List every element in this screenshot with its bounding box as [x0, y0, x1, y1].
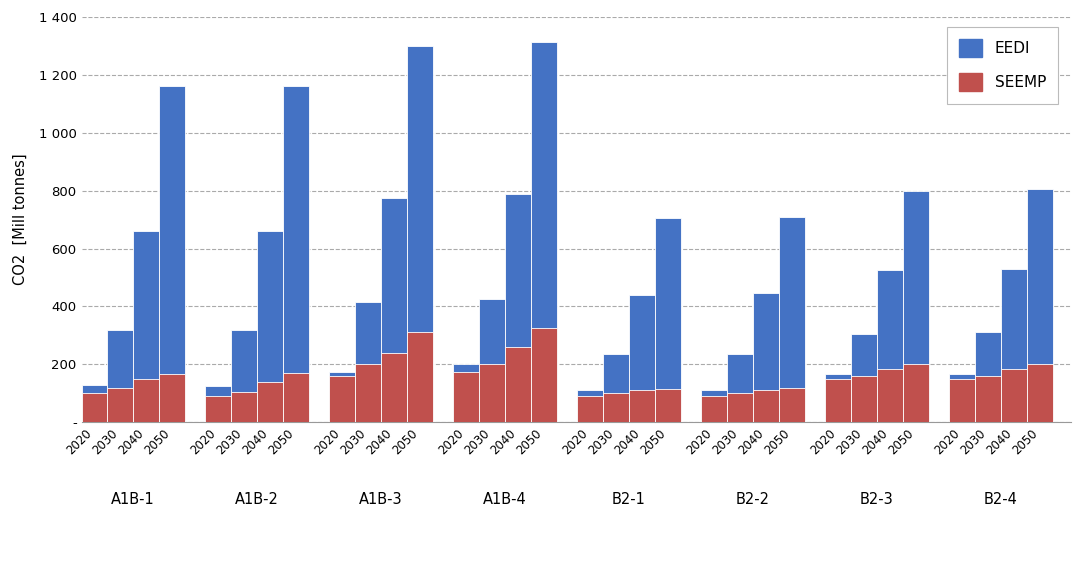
- Bar: [205, 386, 232, 422]
- Bar: [82, 385, 108, 422]
- Bar: [530, 42, 557, 422]
- Bar: [1001, 269, 1027, 422]
- Bar: [654, 218, 680, 422]
- Bar: [825, 379, 851, 422]
- Bar: [283, 373, 309, 422]
- Bar: [355, 302, 382, 422]
- Bar: [134, 379, 159, 422]
- Bar: [479, 364, 505, 422]
- Text: A1B-4: A1B-4: [484, 491, 527, 507]
- Bar: [577, 390, 603, 422]
- Bar: [851, 334, 877, 422]
- Bar: [205, 396, 232, 422]
- Bar: [701, 396, 727, 422]
- Bar: [727, 354, 753, 422]
- Bar: [283, 86, 309, 422]
- Bar: [382, 198, 407, 422]
- Bar: [727, 394, 753, 422]
- Text: B2-3: B2-3: [860, 491, 894, 507]
- Bar: [629, 295, 654, 422]
- Bar: [825, 374, 851, 422]
- Bar: [577, 396, 603, 422]
- Bar: [134, 231, 159, 422]
- Bar: [779, 217, 804, 422]
- Bar: [1027, 189, 1052, 422]
- Bar: [453, 372, 479, 422]
- Bar: [903, 364, 928, 422]
- Bar: [329, 372, 355, 422]
- Bar: [701, 390, 727, 422]
- Bar: [903, 191, 928, 422]
- Bar: [479, 299, 505, 422]
- Bar: [407, 333, 433, 422]
- Bar: [382, 353, 407, 422]
- Bar: [159, 86, 185, 422]
- Bar: [949, 374, 975, 422]
- Y-axis label: CO2  [Mill tonnes]: CO2 [Mill tonnes]: [13, 154, 27, 285]
- Bar: [654, 389, 680, 422]
- Bar: [505, 347, 530, 422]
- Text: A1B-1: A1B-1: [111, 491, 155, 507]
- Bar: [258, 382, 283, 422]
- Bar: [108, 387, 134, 422]
- Bar: [82, 394, 108, 422]
- Text: B2-1: B2-1: [612, 491, 646, 507]
- Bar: [505, 194, 530, 422]
- Bar: [407, 46, 433, 422]
- Bar: [877, 369, 903, 422]
- Bar: [753, 390, 779, 422]
- Bar: [232, 392, 258, 422]
- Bar: [779, 387, 804, 422]
- Text: A1B-2: A1B-2: [235, 491, 279, 507]
- Bar: [355, 364, 382, 422]
- Text: B2-4: B2-4: [984, 491, 1017, 507]
- Bar: [629, 390, 654, 422]
- Bar: [603, 394, 629, 422]
- Bar: [877, 270, 903, 422]
- Bar: [159, 374, 185, 422]
- Bar: [851, 376, 877, 422]
- Bar: [1001, 369, 1027, 422]
- Bar: [975, 333, 1001, 422]
- Bar: [530, 328, 557, 422]
- Bar: [329, 376, 355, 422]
- Text: A1B-3: A1B-3: [360, 491, 403, 507]
- Bar: [603, 354, 629, 422]
- Bar: [1027, 364, 1052, 422]
- Bar: [258, 231, 283, 422]
- Bar: [108, 329, 134, 422]
- Bar: [949, 379, 975, 422]
- Bar: [232, 329, 258, 422]
- Text: B2-2: B2-2: [736, 491, 770, 507]
- Bar: [975, 376, 1001, 422]
- Bar: [753, 293, 779, 422]
- Bar: [453, 364, 479, 422]
- Legend: EEDI, SEEMP: EEDI, SEEMP: [947, 26, 1058, 104]
